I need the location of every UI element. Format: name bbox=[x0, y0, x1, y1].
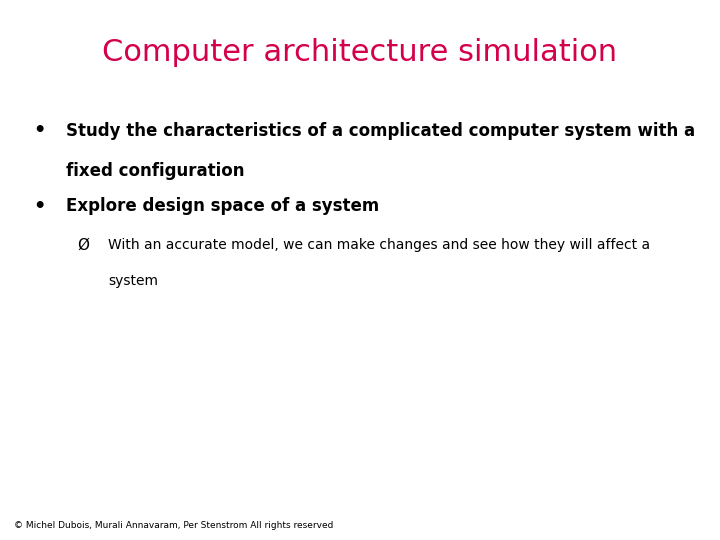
Text: system: system bbox=[108, 274, 158, 288]
Text: Explore design space of a system: Explore design space of a system bbox=[66, 197, 379, 215]
Text: •: • bbox=[33, 122, 46, 140]
Text: Ø: Ø bbox=[77, 238, 89, 253]
Text: With an accurate model, we can make changes and see how they will affect a: With an accurate model, we can make chan… bbox=[108, 238, 650, 252]
Text: © Michel Dubois, Murali Annavaram, Per Stenstrom All rights reserved: © Michel Dubois, Murali Annavaram, Per S… bbox=[14, 521, 334, 530]
Text: Computer architecture simulation: Computer architecture simulation bbox=[102, 38, 618, 67]
Text: fixed configuration: fixed configuration bbox=[66, 162, 245, 180]
Text: Study the characteristics of a complicated computer system with a: Study the characteristics of a complicat… bbox=[66, 122, 696, 139]
Text: •: • bbox=[33, 197, 46, 216]
